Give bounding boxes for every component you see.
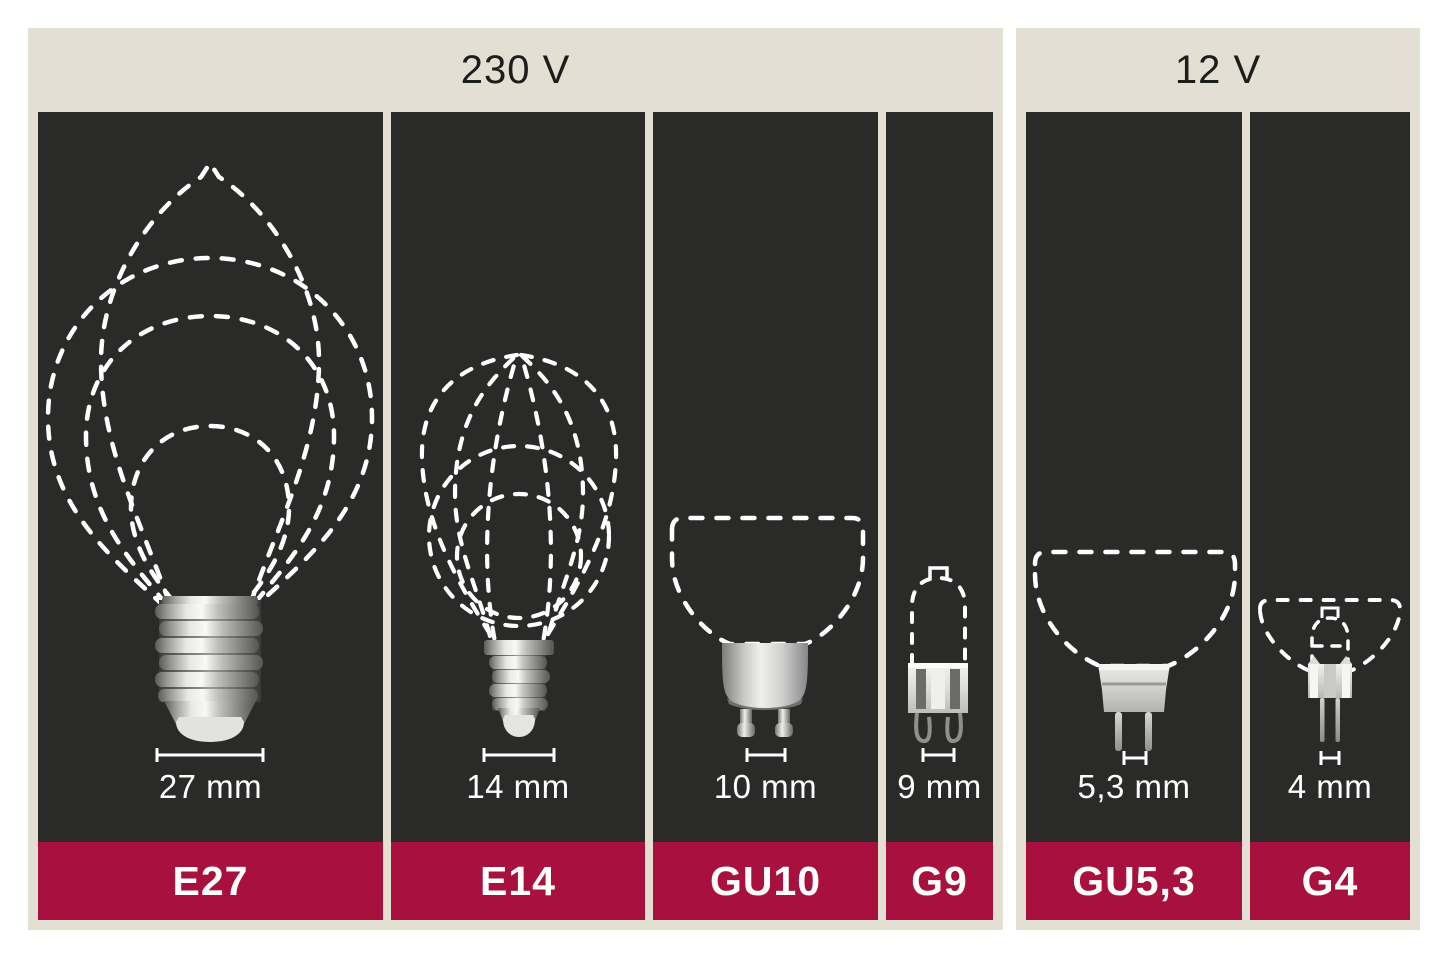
- g9-diameter-label: 9 mm: [897, 768, 982, 805]
- e14-screw-base-icon: [484, 640, 554, 737]
- socket-column-g9: 9 mm G9: [886, 112, 993, 920]
- socket-column-e14: 14 mm E14: [391, 112, 645, 920]
- gu10-diameter-label: 10 mm: [713, 768, 818, 805]
- e27-diameter-indicator: [155, 748, 265, 762]
- gu10-spot-outline-and-base-icon: [669, 515, 866, 762]
- columns-12v: 5,3 mm GU5,3: [1026, 112, 1410, 920]
- gu10-diameter-indicator: [745, 748, 787, 762]
- gu53-base-icon: [1098, 664, 1170, 751]
- socket-column-g4: 4 mm G4: [1250, 112, 1410, 920]
- g9-capsule-outline-and-base-icon: [908, 566, 968, 762]
- gu10-base-icon: [722, 643, 808, 737]
- voltage-header-230v: 230 V: [460, 47, 571, 92]
- e14-bulb-outlines-and-base-icon: [419, 350, 619, 762]
- panel-12v: 12 V: [1016, 28, 1420, 930]
- e27-bulb-outlines-and-base-icon: [45, 158, 375, 762]
- gu53-socket-label: GU5,3: [1026, 842, 1242, 920]
- voltage-header-12v: 12 V: [1174, 47, 1262, 92]
- g4-diameter-label: 4 mm: [1287, 768, 1373, 805]
- g4-socket-label: G4: [1250, 842, 1410, 920]
- e27-socket-label: E27: [38, 842, 383, 920]
- g4-reflector-capsule-outline-and-base-icon: [1257, 598, 1403, 765]
- e27-diameter-label: 27 mm: [158, 768, 263, 805]
- g9-base-icon: [908, 663, 968, 744]
- gu10-socket-label: GU10: [653, 842, 878, 920]
- panel-230v: 230 V: [28, 28, 1003, 930]
- g9-diameter-indicator: [921, 748, 956, 762]
- e14-diameter-label: 14 mm: [466, 768, 570, 805]
- e14-socket-label: E14: [391, 842, 645, 920]
- g4-diameter-indicator: [1319, 751, 1341, 765]
- columns-230v: 27 mm E27: [38, 112, 993, 920]
- g4-base-icon: [1308, 656, 1352, 742]
- gu53-reflector-outline-and-base-icon: [1032, 549, 1238, 765]
- e14-diameter-indicator: [482, 748, 556, 762]
- e27-screw-base-icon: [155, 596, 263, 742]
- socket-column-e27: 27 mm E27: [38, 112, 383, 920]
- g9-socket-label: G9: [886, 842, 993, 920]
- gu53-diameter-indicator: [1122, 751, 1148, 765]
- socket-column-gu53: 5,3 mm GU5,3: [1026, 112, 1242, 920]
- socket-column-gu10: 10 mm GU10: [653, 112, 878, 920]
- gu53-diameter-label: 5,3 mm: [1077, 768, 1191, 805]
